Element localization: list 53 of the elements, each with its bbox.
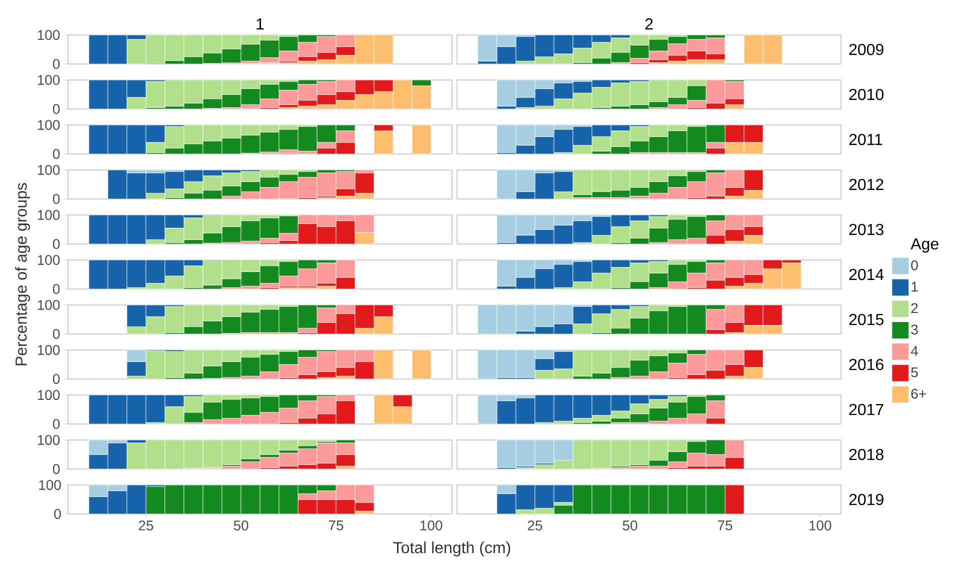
text: 2014 (849, 268, 884, 280)
y-tick-label: 0 (52, 59, 60, 69)
legend-label: 1 (912, 282, 918, 292)
y-tick-label: 0 (52, 104, 60, 114)
y-tick-label: 0 (52, 149, 60, 159)
text: 2013 (849, 224, 884, 236)
text: 2012 (849, 178, 884, 190)
x-tick-label: 50 (622, 520, 638, 530)
legend-label: 0 (911, 260, 918, 270)
y-tick-label: 100 (38, 300, 60, 310)
y-tick-label: 0 (52, 329, 60, 339)
text: 2019 (849, 494, 884, 506)
legend-label: 5 (911, 367, 918, 378)
y-tick-label: 0 (52, 194, 60, 204)
legend-label: 2 (911, 303, 918, 313)
y-tick-label: 100 (38, 120, 60, 130)
y-tick-label: 100 (38, 165, 60, 175)
y-tick-label: 0 (52, 239, 60, 249)
x-tick-label: 25 (138, 520, 154, 530)
chart-title: 2 (645, 18, 653, 30)
y-tick-label: 100 (38, 75, 60, 85)
x-tick-label: 50 (234, 520, 248, 530)
y-axis-title: Percentage of age groups (15, 183, 30, 366)
text: 2015 (849, 314, 884, 326)
text: 2011 (849, 134, 882, 146)
y-tick-label: 100 (38, 210, 60, 220)
y-tick-label: 0 (52, 374, 60, 384)
y-tick-label: 0 (52, 464, 60, 474)
chart-title: 1 (256, 18, 264, 30)
text: 2017 (849, 404, 884, 416)
y-tick-label: 100 (38, 255, 60, 265)
y-tick-label: 100 (38, 30, 60, 40)
x-tick-label: 25 (528, 520, 542, 530)
y-tick-label: 100 (38, 435, 60, 445)
legend-label: 4 (910, 346, 918, 356)
text: 2016 (849, 358, 884, 370)
x-tick-label: 100 (420, 520, 442, 530)
x-tick-label: 75 (718, 520, 732, 530)
x-tick-label: 75 (328, 520, 344, 530)
y-tick-label: 0 (52, 284, 60, 294)
text: 2018 (849, 448, 884, 460)
text: 2009 (849, 44, 884, 56)
y-tick-label: 0 (52, 419, 60, 429)
y-tick-label: 100 (39, 480, 61, 490)
x-axis-title: Total length (cm) (393, 542, 510, 556)
x-tick-label: 100 (809, 520, 832, 530)
legend-label: 6+ (911, 388, 926, 399)
y-tick-label: 0 (54, 509, 61, 519)
text: 2010 (849, 88, 884, 100)
legend-label: 3 (911, 324, 918, 335)
y-tick-label: 100 (38, 345, 60, 355)
legend-title: Age (910, 238, 938, 253)
y-tick-label: 100 (38, 390, 60, 400)
